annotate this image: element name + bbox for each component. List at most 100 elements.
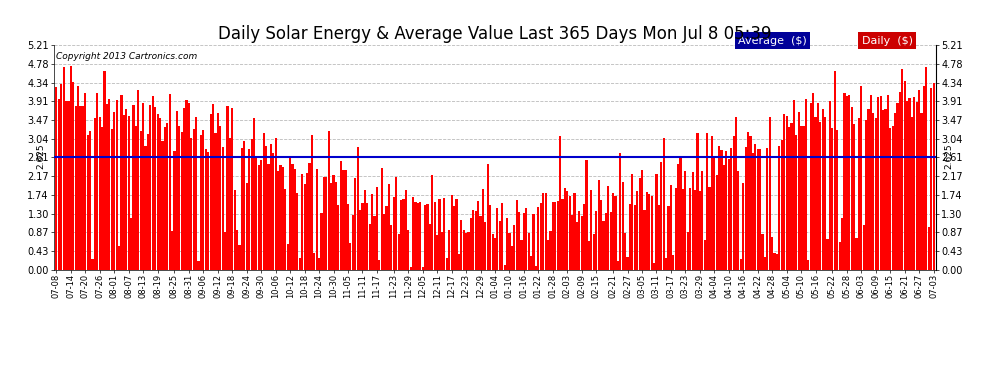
Bar — [270, 144, 272, 270]
Bar — [378, 260, 380, 270]
Bar — [104, 71, 106, 270]
Bar — [308, 163, 311, 270]
Bar — [644, 210, 645, 270]
Bar — [419, 202, 422, 270]
Bar — [128, 116, 130, 270]
Bar — [422, 267, 424, 270]
Bar — [778, 146, 780, 270]
Bar — [219, 126, 222, 270]
Bar — [733, 136, 735, 270]
Bar — [602, 221, 605, 270]
Bar — [183, 108, 185, 270]
Bar — [77, 86, 79, 270]
Bar — [523, 213, 525, 270]
Bar — [882, 110, 884, 270]
Bar — [600, 200, 602, 270]
Bar — [564, 188, 566, 270]
Bar — [91, 260, 94, 270]
Bar — [390, 225, 392, 270]
Bar — [867, 109, 869, 270]
Bar — [812, 93, 814, 270]
Bar — [484, 222, 486, 270]
Bar — [803, 126, 805, 270]
Bar — [145, 146, 147, 270]
Bar — [472, 210, 474, 270]
Bar — [740, 259, 742, 270]
Bar — [896, 103, 899, 270]
Bar — [585, 160, 588, 270]
Bar — [311, 135, 313, 270]
Bar — [299, 258, 301, 270]
Bar — [641, 170, 644, 270]
Bar — [916, 102, 918, 270]
Bar — [627, 257, 629, 270]
Bar — [279, 165, 281, 270]
Bar — [837, 130, 839, 270]
Bar — [239, 244, 241, 270]
Bar — [530, 256, 533, 270]
Bar — [262, 134, 264, 270]
Bar — [227, 106, 229, 270]
Bar — [648, 194, 650, 270]
Bar — [546, 240, 549, 270]
Bar — [304, 184, 306, 270]
Bar — [516, 200, 518, 270]
Bar — [368, 224, 371, 270]
Bar — [333, 175, 335, 270]
Bar — [151, 96, 153, 270]
Bar — [405, 190, 407, 270]
Bar — [338, 205, 340, 270]
Bar — [694, 190, 696, 270]
Bar — [735, 117, 738, 270]
Bar — [756, 148, 758, 270]
Bar — [860, 86, 862, 270]
Bar — [742, 183, 744, 270]
Bar — [74, 106, 77, 270]
Bar — [751, 153, 754, 270]
Bar — [118, 246, 120, 270]
Bar — [865, 120, 867, 270]
Bar — [446, 258, 447, 270]
Bar — [265, 146, 267, 270]
Bar — [679, 157, 682, 270]
Bar — [598, 180, 600, 270]
Bar — [465, 233, 467, 270]
Bar — [595, 211, 597, 270]
Bar — [359, 210, 361, 270]
Bar — [453, 206, 455, 270]
Bar — [393, 197, 395, 270]
Bar — [427, 204, 429, 270]
Bar — [747, 132, 749, 270]
Bar — [455, 199, 457, 270]
Bar — [566, 191, 568, 270]
Bar — [410, 267, 412, 270]
Bar — [556, 201, 558, 270]
Bar — [330, 183, 333, 270]
Bar — [197, 261, 200, 270]
Bar — [222, 147, 224, 270]
Bar — [576, 222, 578, 270]
Bar — [766, 148, 768, 270]
Bar — [810, 103, 812, 270]
Bar — [843, 93, 845, 270]
Bar — [761, 234, 763, 270]
Bar — [125, 109, 128, 270]
Bar — [101, 127, 103, 270]
Bar — [672, 255, 674, 270]
Bar — [504, 265, 506, 270]
Bar — [99, 117, 101, 270]
Bar — [491, 234, 494, 270]
Bar — [255, 158, 257, 270]
Bar — [202, 130, 205, 270]
Bar — [450, 195, 452, 270]
Bar — [511, 246, 513, 270]
Bar — [911, 117, 913, 270]
Bar — [354, 177, 356, 270]
Bar — [637, 191, 639, 270]
Bar — [215, 133, 217, 270]
Bar — [901, 69, 904, 270]
Bar — [533, 214, 535, 270]
Bar — [629, 204, 631, 270]
Bar — [788, 127, 790, 270]
Bar — [479, 216, 481, 270]
